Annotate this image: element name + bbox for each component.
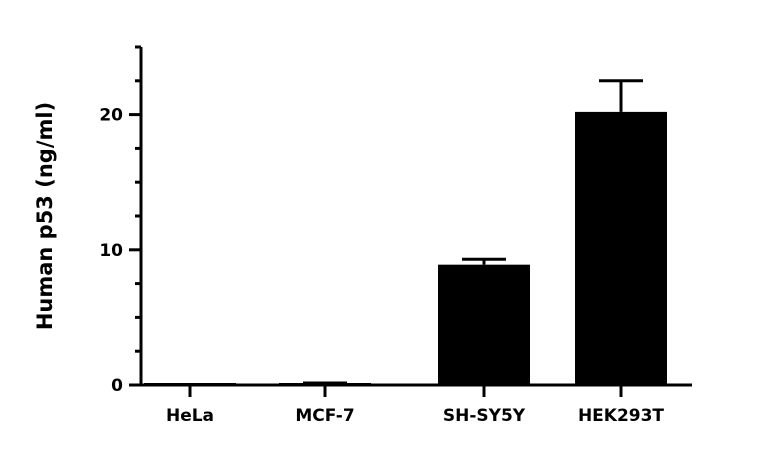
x-category-label: MCF-7 (295, 406, 354, 426)
bar (575, 111, 667, 386)
y-tick-label: 10 (99, 241, 123, 261)
x-category-label: HEK293T (578, 406, 664, 426)
x-category-label: SH-SY5Y (443, 406, 526, 426)
y-tick-label: 0 (111, 376, 123, 396)
y-tick-label: 20 (99, 106, 123, 126)
y-axis-title: Human p53 (ng/ml) (33, 102, 57, 330)
x-category-label: HeLa (166, 406, 214, 426)
bar (438, 264, 530, 385)
bar (144, 383, 236, 385)
plot-area: 0 10 20 HeLa MCF-7 SH-SY5Y HEK293T (99, 45, 692, 426)
